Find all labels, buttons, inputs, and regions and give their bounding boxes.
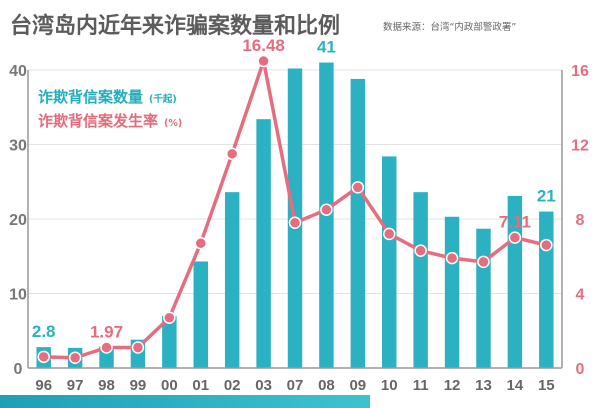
bar bbox=[413, 192, 428, 368]
x-tick-label: 99 bbox=[130, 377, 147, 394]
x-tick-label: 98 bbox=[98, 377, 115, 394]
rate-point bbox=[68, 351, 82, 365]
y-left-tick-label: 20 bbox=[9, 212, 27, 229]
bar bbox=[444, 216, 460, 368]
y-left-tick-label: 0 bbox=[14, 361, 23, 378]
bar bbox=[382, 156, 397, 368]
x-tick-label: 00 bbox=[161, 377, 178, 394]
rate-point bbox=[414, 244, 427, 257]
data-label: 16.48 bbox=[242, 36, 285, 55]
rate-point bbox=[382, 227, 396, 241]
rate-point bbox=[194, 236, 208, 250]
bar bbox=[224, 192, 240, 368]
rate-point bbox=[351, 181, 365, 194]
bar bbox=[162, 315, 177, 368]
legend-unit: (千起) bbox=[149, 94, 177, 105]
legend-label: 诈欺背信案发生率 bbox=[38, 112, 159, 130]
chart-title: 台湾岛内近年来诈骗案数量和比例 bbox=[10, 14, 341, 39]
data-label: 41 bbox=[317, 38, 336, 57]
y-right-tick-label: 16 bbox=[571, 63, 589, 80]
bar bbox=[350, 78, 366, 368]
x-tick-label: 11 bbox=[413, 377, 429, 394]
bar bbox=[193, 261, 208, 368]
axes: 0 10 20 30 40 0 4 8 12 16 96 97 98 99 00 01 02 03 07 08 09 10… bbox=[9, 63, 589, 394]
x-tick-label: 03 bbox=[255, 377, 272, 394]
data-labels: 2.8 1.97 16.48 41 7.11 21 bbox=[32, 36, 556, 341]
data-label: 7.11 bbox=[499, 213, 531, 232]
x-tick-label: 02 bbox=[224, 377, 241, 394]
legend-item-case-count: 诈欺背信案数量 (千起) bbox=[38, 86, 177, 107]
rate-point bbox=[508, 231, 522, 244]
data-label: 2.8 bbox=[32, 322, 56, 341]
x-tick-label: 07 bbox=[287, 377, 304, 394]
rate-point bbox=[131, 341, 145, 354]
decorative-bottom-band bbox=[0, 395, 370, 408]
x-tick-label: 10 bbox=[381, 377, 398, 394]
rate-point bbox=[320, 203, 333, 216]
x-tick-label: 12 bbox=[444, 377, 461, 394]
legend-label: 诈欺背信案数量 bbox=[38, 88, 144, 106]
y-right-tick-label: 8 bbox=[576, 212, 585, 229]
rate-point bbox=[445, 251, 459, 265]
x-tick-label: 13 bbox=[475, 377, 492, 394]
rate-point bbox=[100, 341, 113, 354]
legend-unit: (%) bbox=[164, 118, 183, 129]
y-left-tick-label: 40 bbox=[9, 63, 27, 80]
bar bbox=[539, 211, 554, 368]
x-tick-label: 15 bbox=[538, 377, 555, 394]
x-tick-label: 01 bbox=[192, 377, 209, 394]
rate-point bbox=[37, 350, 50, 364]
rate-point bbox=[225, 147, 239, 161]
rate-point bbox=[288, 216, 302, 229]
x-tick-label: 09 bbox=[349, 377, 366, 394]
y-right-tick-label: 12 bbox=[571, 138, 589, 155]
y-left-tick-label: 30 bbox=[9, 138, 27, 155]
bar bbox=[476, 228, 491, 368]
rate-line-series bbox=[37, 54, 553, 365]
data-label: 1.97 bbox=[90, 323, 123, 342]
data-source-note: 数据来源：台湾“内政部警政署” bbox=[383, 22, 517, 33]
data-label: 21 bbox=[537, 187, 556, 206]
bar bbox=[256, 119, 271, 368]
y-right-tick-label: 0 bbox=[576, 361, 585, 378]
rate-point bbox=[257, 54, 270, 68]
rate-point bbox=[163, 311, 176, 324]
x-tick-label: 96 bbox=[35, 377, 52, 394]
x-tick-label: 97 bbox=[67, 377, 84, 394]
y-left-tick-label: 10 bbox=[9, 287, 27, 304]
bar-series bbox=[36, 62, 554, 369]
x-tick-label: 08 bbox=[318, 377, 335, 394]
x-tick-label: 14 bbox=[507, 377, 524, 394]
legend-item-incidence-rate: 诈欺背信案发生率 (%) bbox=[38, 110, 182, 131]
rate-point bbox=[477, 255, 490, 269]
y-right-tick-label: 4 bbox=[576, 287, 585, 304]
rate-point bbox=[540, 238, 553, 252]
